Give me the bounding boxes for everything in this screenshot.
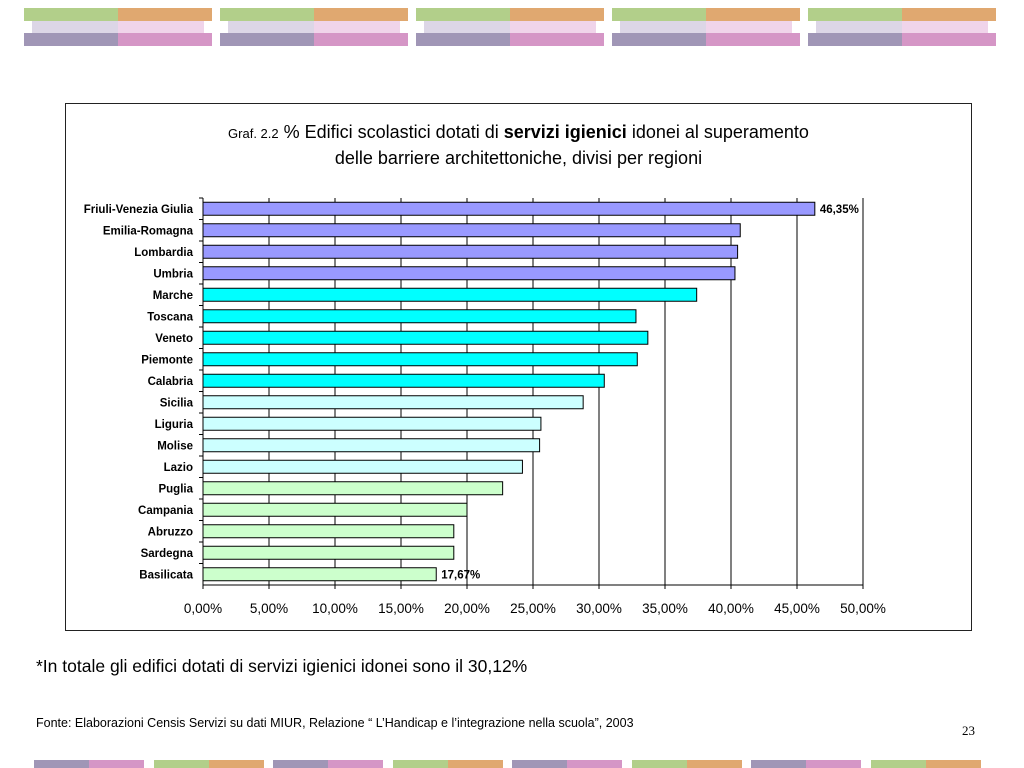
bar-chart: 0,00% 5,00% 10,00% 15,00% 20,00% 25,00% 30,00%… [84, 197, 886, 616]
x-tick-label: 40,00% [708, 601, 754, 616]
x-tick-label: 30,00% [576, 601, 622, 616]
chart-title-line-1: Graf. 2.2 % Edifici scolastici dotati di… [66, 120, 971, 146]
header-tile [808, 8, 996, 46]
chart-title-prefix: Graf. 2.2 [228, 126, 279, 141]
bar [202, 524, 455, 539]
chart-title-line-2: delle barriere architettoniche, divisi p… [334, 148, 703, 168]
bar [202, 545, 455, 560]
header-tile [416, 8, 604, 46]
category-label: Friuli-Venezia Giulia [84, 204, 194, 216]
header-tile [24, 8, 212, 46]
footer-tile [870, 760, 981, 768]
chart-title-bold: servizi igienici [503, 122, 627, 142]
category-label: Basilicata [139, 569, 193, 581]
footer-tile [392, 760, 503, 768]
x-tick-label: 25,00% [510, 601, 556, 616]
bar [202, 459, 523, 474]
bar [202, 416, 542, 431]
data-label: 46,35% [820, 204, 859, 216]
footer-tile [631, 760, 742, 768]
x-tick-label: 50,00% [840, 601, 886, 616]
bar [202, 266, 736, 281]
category-label: Lazio [164, 462, 193, 474]
header-tile [220, 8, 408, 46]
category-label: Abruzzo [148, 526, 193, 538]
bar [202, 373, 605, 388]
category-label: Lombardia [134, 247, 193, 259]
category-label: Molise [157, 440, 193, 452]
footer-tile [751, 760, 861, 768]
bar [202, 438, 541, 453]
bar [202, 309, 637, 324]
x-tick-label: 5,00% [250, 601, 288, 616]
category-label: Veneto [155, 333, 193, 345]
category-label: Sicilia [160, 397, 194, 409]
category-label: Puglia [158, 483, 193, 495]
bar [202, 481, 504, 496]
footer-tile [34, 760, 144, 768]
chart-frame: Graf. 2.2 % Edifici scolastici dotati di… [65, 103, 972, 631]
x-tick-label: 45,00% [774, 601, 820, 616]
category-label: Marche [153, 290, 193, 302]
category-label: Emilia-Romagna [103, 225, 194, 237]
bar [202, 330, 649, 345]
total-note: *In totale gli edifici dotati di servizi… [36, 656, 528, 676]
x-tick-label: 0,00% [184, 601, 222, 616]
category-label: Calabria [148, 376, 194, 388]
category-label: Toscana [147, 311, 193, 323]
footer-tile [273, 760, 383, 768]
bar [202, 287, 698, 302]
data-label: 17,67% [441, 569, 480, 581]
x-tick-label: 35,00% [642, 601, 688, 616]
bar [202, 201, 816, 216]
x-tick-label: 10,00% [312, 601, 358, 616]
bar [202, 244, 739, 259]
category-label: Piemonte [141, 354, 193, 366]
footer-tile [512, 760, 622, 768]
category-label: Sardegna [141, 548, 194, 560]
category-label: Campania [138, 505, 194, 517]
bar [202, 502, 468, 517]
bar [202, 567, 437, 582]
page-number: 23 [962, 723, 975, 738]
bar [202, 352, 638, 367]
category-label: Umbria [153, 268, 193, 280]
header-tile [612, 8, 800, 46]
source-note: Fonte: Elaborazioni Censis Servizi su da… [36, 716, 634, 730]
bar [202, 395, 584, 410]
chart-title-part2: idonei al superamento [631, 122, 809, 142]
bar [202, 223, 741, 238]
chart-title-part1: % Edifici scolastici dotati di [283, 122, 499, 142]
x-tick-label: 15,00% [378, 601, 424, 616]
category-label: Liguria [155, 419, 194, 431]
x-tick-label: 20,00% [444, 601, 490, 616]
footer-tile [153, 760, 264, 768]
